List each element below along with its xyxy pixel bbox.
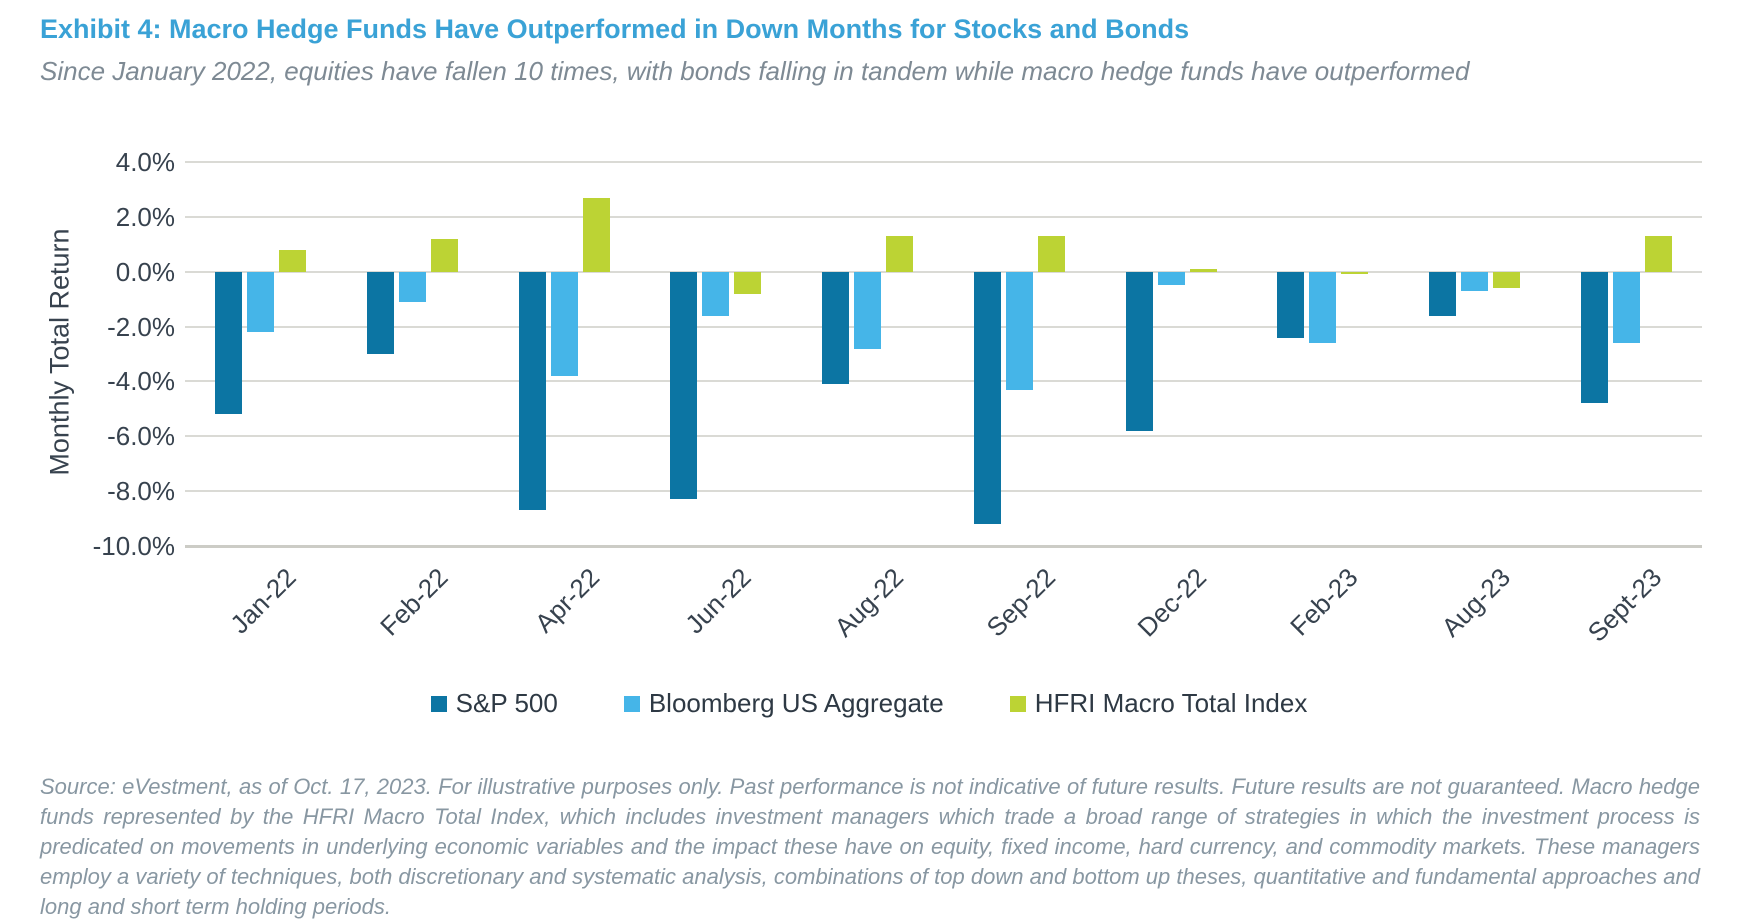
x-axis-tick-label: Jun-22 [679, 562, 758, 640]
bar-hfri-macro-total-index-sep-22 [1037, 236, 1065, 272]
legend-label: HFRI Macro Total Index [1034, 688, 1308, 718]
x-axis-tick-label: Sep-22 [980, 562, 1061, 643]
gridline [185, 215, 1702, 218]
bar-hfri-macro-total-index-aug-23 [1492, 271, 1520, 289]
gridline [185, 325, 1702, 328]
bar-hfri-macro-total-index-feb-22 [431, 238, 459, 272]
bar-bloomberg-us-aggregate-apr-22 [550, 271, 578, 376]
bar-bloomberg-us-aggregate-sep-22 [1005, 271, 1033, 390]
x-axis-tick-label: Feb-22 [374, 562, 454, 642]
bar-hfri-macro-total-index-apr-22 [582, 197, 610, 272]
bar-hfri-macro-total-index-jun-22 [734, 271, 762, 294]
bar-s-p-500-aug-23 [1428, 271, 1456, 316]
bar-hfri-macro-total-index-jan-22 [279, 249, 307, 272]
gridline [185, 490, 1702, 493]
x-axis-tick-label: Sept-23 [1581, 562, 1668, 648]
x-axis-tick-label: Apr-22 [529, 562, 606, 639]
bar-s-p-500-feb-22 [367, 271, 395, 354]
bar-s-p-500-jun-22 [670, 271, 698, 500]
legend-item: Bloomberg US Aggregate [623, 688, 944, 719]
bar-s-p-500-aug-22 [822, 271, 850, 385]
bar-bloomberg-us-aggregate-sept-23 [1612, 271, 1640, 344]
bar-bloomberg-us-aggregate-dec-22 [1157, 271, 1185, 286]
y-axis-tick-label: -2.0% [107, 311, 175, 342]
gridline [185, 380, 1702, 383]
bar-s-p-500-jan-22 [215, 271, 243, 415]
bar-hfri-macro-total-index-sept-23 [1644, 236, 1672, 272]
gridline [185, 545, 1702, 548]
legend-swatch-icon [430, 695, 447, 712]
bar-bloomberg-us-aggregate-feb-23 [1309, 271, 1337, 344]
x-axis-tick-label: Aug-22 [828, 562, 909, 643]
bar-bloomberg-us-aggregate-jan-22 [247, 271, 275, 333]
bar-s-p-500-dec-22 [1125, 271, 1153, 431]
x-axis-tick-label: Feb-23 [1284, 562, 1364, 642]
bar-bloomberg-us-aggregate-feb-22 [399, 271, 427, 302]
y-axis-tick-label: 0.0% [115, 256, 175, 287]
bar-s-p-500-sept-23 [1580, 271, 1608, 404]
y-axis-tick-label: 2.0% [115, 201, 175, 232]
y-axis-tick-label: -4.0% [107, 366, 175, 397]
x-axis-tick-label: Jan-22 [224, 562, 303, 640]
source-footnote: Source: eVestment, as of Oct. 17, 2023. … [40, 774, 1700, 919]
y-axis-tick-label: -10.0% [92, 531, 175, 561]
gridline [185, 270, 1702, 273]
bar-hfri-macro-total-index-aug-22 [886, 236, 914, 272]
bar-s-p-500-apr-22 [518, 271, 546, 511]
gridline [185, 161, 1702, 163]
gridline [185, 435, 1702, 438]
legend-swatch-icon [1009, 695, 1026, 712]
y-axis-tick-label: -8.0% [107, 476, 175, 507]
legend-swatch-icon [623, 695, 640, 712]
legend-label: Bloomberg US Aggregate [648, 688, 944, 718]
bar-bloomberg-us-aggregate-aug-23 [1460, 271, 1488, 291]
x-axis-tick-label: Aug-23 [1435, 562, 1516, 643]
bar-s-p-500-sep-22 [973, 271, 1001, 525]
x-axis-tick-label: Dec-22 [1131, 562, 1213, 643]
legend-item: S&P 500 [430, 688, 558, 719]
bar-hfri-macro-total-index-feb-23 [1341, 271, 1369, 275]
bar-bloomberg-us-aggregate-jun-22 [702, 271, 730, 316]
legend-item: HFRI Macro Total Index [1009, 688, 1308, 719]
y-axis-tick-label: -6.0% [107, 421, 175, 452]
page-subtitle: Since January 2022, equities have fallen… [40, 56, 1470, 86]
bar-hfri-macro-total-index-dec-22 [1189, 268, 1217, 272]
page-title: Exhibit 4: Macro Hedge Funds Have Outper… [40, 14, 1190, 44]
y-axis-tick-label: 4.0% [115, 147, 175, 177]
bar-bloomberg-us-aggregate-aug-22 [854, 271, 882, 349]
legend-label: S&P 500 [455, 688, 558, 718]
bar-s-p-500-feb-23 [1277, 271, 1305, 338]
chart-legend: S&P 500 Bloomberg US Aggregate HFRI Macro … [0, 688, 1738, 719]
